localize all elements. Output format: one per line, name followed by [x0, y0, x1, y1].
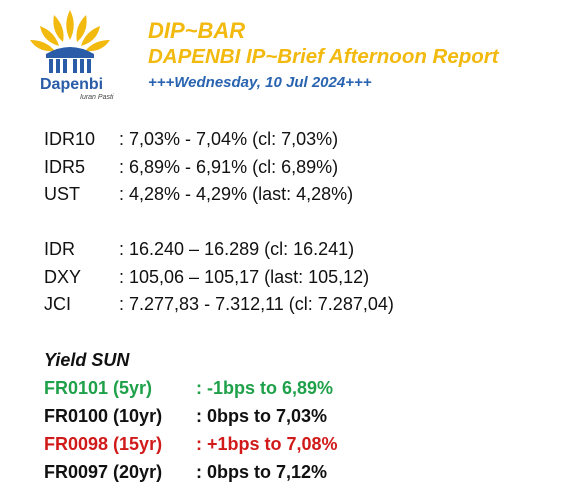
rate-row: UST : 4,28% - 4,29% (last: 4,28%) [44, 181, 353, 209]
yield-change: : -1bps to 6,89% [196, 378, 334, 398]
rate-row: IDR5 : 6,89% - 6,91% (cl: 6,89%) [44, 154, 353, 182]
yield-sun-section: Yield SUN FR0101 (5yr) : -1bps to 6,89% F… [44, 346, 338, 486]
report-header: DIP~BAR DAPENBI IP~Brief Afternoon Repor… [148, 18, 499, 94]
yield-row: FR0098 (15yr) : +1bps to 7,08% [44, 430, 338, 458]
yield-sun-title: Yield SUN [44, 350, 130, 370]
rate-label: IDR5 [44, 156, 86, 177]
market-row: DXY : 105,06 – 105,17 (last: 105,12) [44, 264, 394, 292]
dapenbi-logo: Dapenbi Iuran Pasti [18, 6, 122, 104]
yield-series: FR0097 (20yr) [44, 462, 163, 482]
rate-value: : 4,28% - 4,29% (last: 4,28%) [119, 184, 354, 204]
market-value: : 16.240 – 16.289 (cl: 16.241) [119, 239, 355, 259]
market-label: DXY [44, 266, 82, 287]
rate-row: IDR10 : 7,03% - 7,04% (cl: 7,03%) [44, 126, 353, 154]
rate-label: IDR10 [44, 129, 96, 149]
yield-series: FR0101 (5yr) [44, 378, 153, 398]
rate-value: : 6,89% - 6,91% (cl: 6,89%) [119, 156, 339, 177]
yield-row: FR0100 (10yr) : 0bps to 7,03% [44, 402, 338, 430]
market-row: JCI : 7.277,83 - 7.312,11 (cl: 7.287,04) [44, 291, 394, 319]
logo-name: Dapenbi [40, 76, 104, 93]
yield-series: FR0100 (10yr) [44, 406, 163, 426]
logo-tagline: Iuran Pasti [80, 94, 114, 101]
yield-series: FR0098 (15yr) [44, 434, 163, 454]
yield-change: : 0bps to 7,12% [196, 462, 328, 482]
yield-change: : 0bps to 7,03% [196, 406, 328, 426]
market-label: IDR [44, 239, 75, 259]
report-subtitle: DAPENBI IP~Brief Afternoon Report [148, 45, 499, 68]
rate-value: : 7,03% - 7,04% (cl: 7,03%) [119, 129, 339, 149]
yield-change: : +1bps to 7,08% [196, 434, 338, 454]
report-title: DIP~BAR [148, 18, 246, 43]
rate-label: UST [44, 184, 80, 204]
bond-rates-list: IDR10 : 7,03% - 7,04% (cl: 7,03%) IDR5 : 6… [44, 126, 353, 209]
yield-row: FR0097 (20yr) : 0bps to 7,12% [44, 458, 338, 486]
market-indicators-list: IDR : 16.240 – 16.289 (cl: 16.241) DXY : 1… [44, 236, 394, 319]
market-value: : 105,06 – 105,17 (last: 105,12) [119, 266, 370, 287]
market-row: IDR : 16.240 – 16.289 (cl: 16.241) [44, 236, 394, 264]
sun-pillars-icon [30, 10, 110, 73]
yield-row: FR0101 (5yr) : -1bps to 6,89% [44, 374, 338, 402]
market-label: JCI [44, 294, 71, 314]
market-value: : 7.277,83 - 7.312,11 (cl: 7.287,04) [119, 294, 394, 314]
report-date: +++Wednesday, 10 Jul 2024+++ [148, 74, 372, 91]
